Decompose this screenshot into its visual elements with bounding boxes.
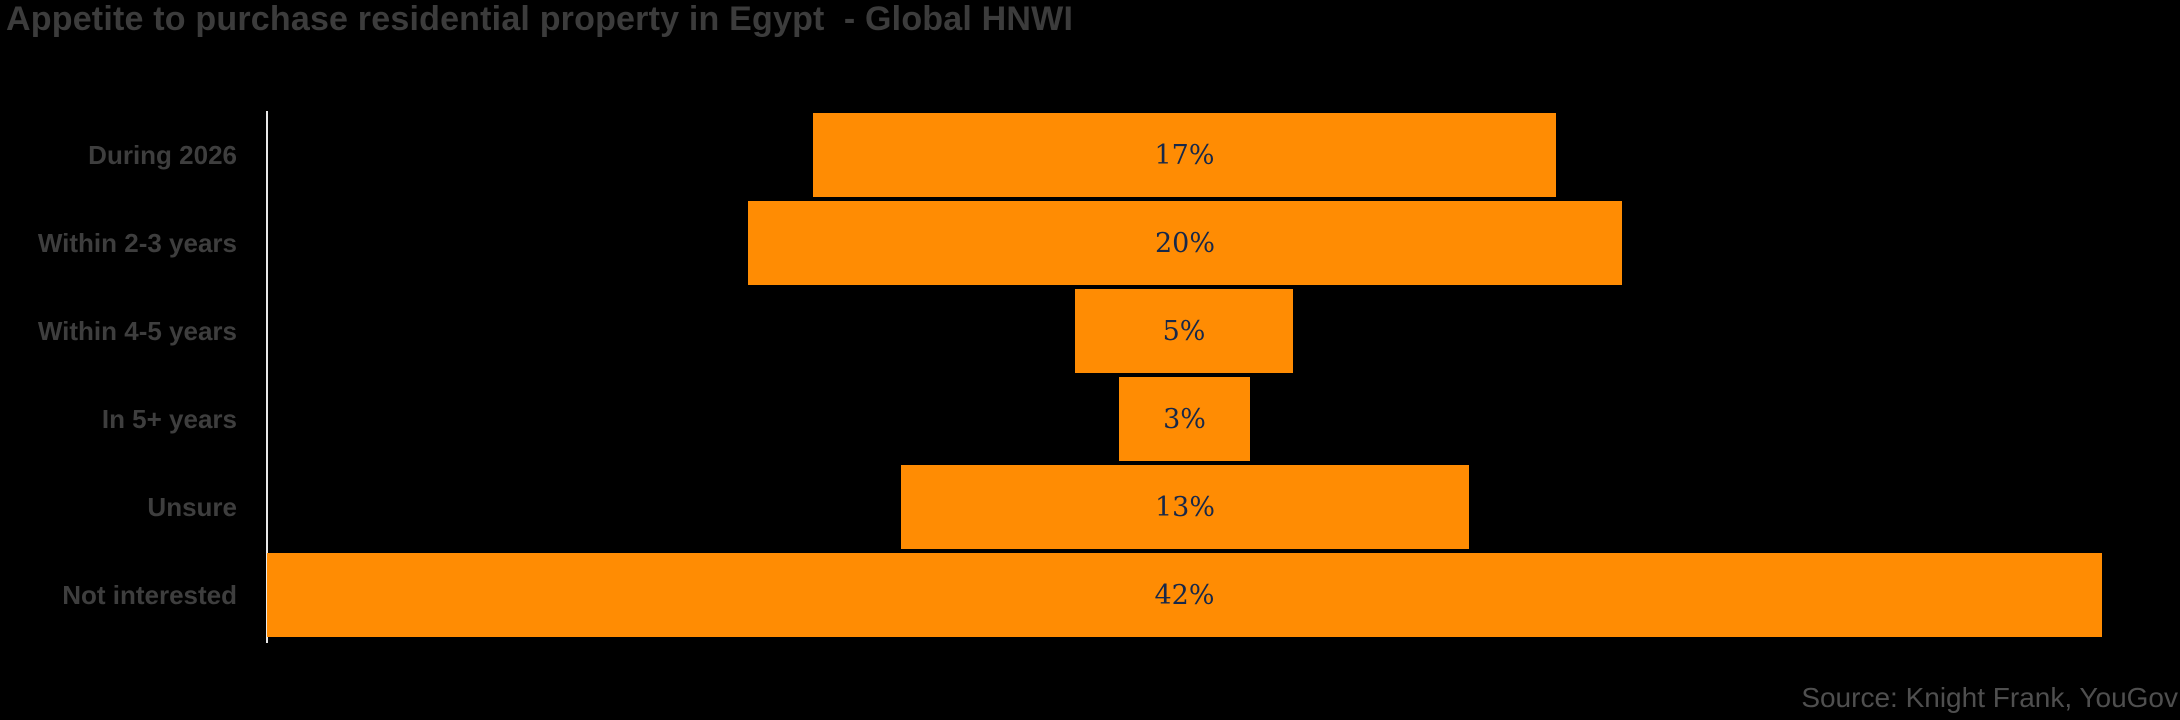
category-label: In 5+ years	[101, 404, 237, 434]
y-axis-line	[266, 111, 268, 643]
category-label: Not interested	[62, 580, 237, 610]
page-title: Appetite to purchase residential propert…	[6, 0, 1074, 38]
category-label: Within 4-5 years	[37, 316, 237, 346]
bar-value-label: 5%	[1162, 315, 1206, 347]
bar: 20%	[748, 201, 1622, 285]
bar: 42%	[267, 553, 2102, 637]
bar-value-label: 42%	[1154, 579, 1215, 611]
source-note: Source: Knight Frank, YouGov	[1801, 682, 2178, 713]
category-label: Within 2-3 years	[37, 228, 237, 258]
bar: 5%	[1075, 289, 1293, 373]
bar-value-label: 20%	[1154, 227, 1215, 259]
bar: 3%	[1119, 377, 1250, 461]
category-label: During 2026	[88, 140, 237, 170]
bar: 17%	[813, 113, 1556, 197]
bar-value-label: 13%	[1154, 491, 1215, 523]
bar-value-label: 3%	[1163, 403, 1206, 435]
bar: 13%	[901, 465, 1469, 549]
category-label: Unsure	[147, 492, 237, 522]
bar-value-label: 17%	[1154, 139, 1215, 171]
